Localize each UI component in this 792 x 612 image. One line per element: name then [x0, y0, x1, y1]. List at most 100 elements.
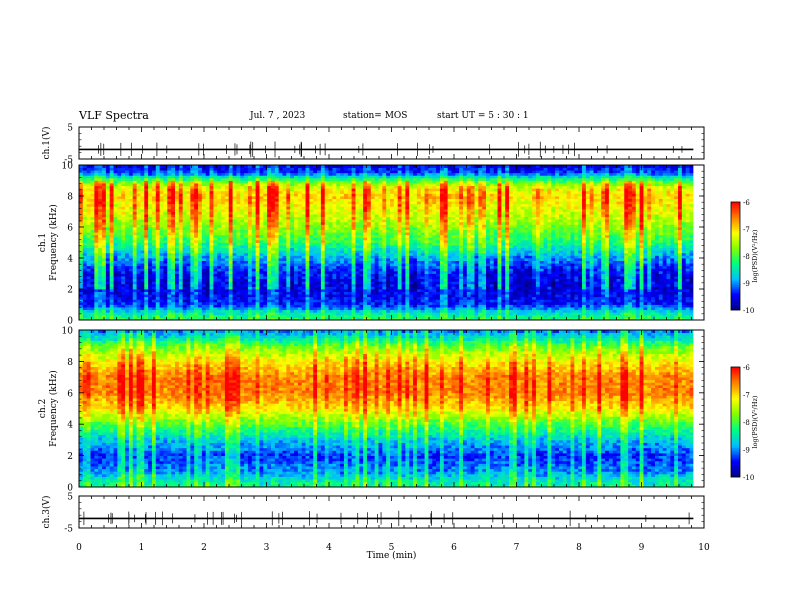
spectrogram-cell: [201, 289, 207, 292]
spectrogram-cell: [340, 198, 345, 202]
spectrogram-cell: [178, 170, 184, 174]
spectrogram-cell: [232, 216, 237, 220]
spectrogram-cell: [336, 294, 341, 298]
spectrogram-cell: [113, 208, 118, 212]
spectrogram-cell: [366, 188, 372, 192]
spectrogram-cell: [232, 206, 237, 210]
spectrogram-cell: [98, 224, 103, 228]
spectrogram-cell: [297, 263, 303, 267]
spectrogram-cell: [263, 190, 268, 194]
spectrogram-cell: [82, 206, 88, 210]
spectrogram-cell: [244, 198, 249, 202]
spectrogram-cell: [148, 309, 153, 313]
spectrogram-cell: [224, 201, 230, 205]
spectrogram-cell: [382, 314, 387, 318]
spectrogram-cell: [251, 273, 257, 277]
spectrogram-cell: [251, 242, 257, 246]
spectrogram-cell: [324, 198, 329, 202]
spectrogram-cell: [175, 216, 180, 220]
spectrogram-cell: [232, 273, 237, 277]
spectrogram-cell: [201, 196, 207, 199]
spectrogram-cell: [205, 216, 210, 220]
spectrogram-cell: [347, 180, 353, 184]
spectrogram-cell: [363, 214, 368, 218]
spectrogram-cell: [148, 239, 153, 243]
spectrogram-cell: [336, 211, 341, 215]
spectrogram-cell: [98, 221, 103, 225]
spectrogram-cell: [297, 252, 303, 256]
spectrogram-cell: [151, 239, 157, 243]
spectrogram-cell: [175, 309, 180, 313]
spectrogram-cell: [336, 286, 341, 290]
spectrogram-cell: [297, 273, 303, 277]
spectrogram-cell: [205, 317, 210, 321]
spectrogram-cell: [363, 165, 368, 168]
spectrogram-cell: [186, 252, 191, 256]
spectrogram-cell: [382, 247, 387, 251]
spectrogram-cell: [194, 294, 199, 298]
spectrogram-cell: [355, 301, 360, 305]
spectrogram-cell: [186, 229, 191, 233]
spectrogram-cell: [136, 307, 141, 311]
spectrogram-cell: [167, 260, 172, 264]
spectrogram-cell: [132, 172, 137, 176]
spectrogram-cell: [194, 301, 199, 305]
spectrogram-cell: [151, 224, 157, 228]
spectrogram-cell: [232, 167, 237, 171]
spectrogram-cell: [121, 291, 126, 295]
spectrogram-cell: [347, 224, 353, 228]
spectrogram-cell: [343, 185, 349, 189]
spectrogram-cell: [209, 250, 214, 254]
spectrogram-cell: [244, 258, 249, 261]
spectrogram-cell: [359, 309, 364, 313]
spectrogram-cell: [294, 268, 299, 272]
spectrogram-cell: [151, 289, 157, 292]
spectrogram-cell: [82, 258, 88, 261]
spectrogram-cell: [94, 247, 99, 251]
spectrogram-cell: [109, 208, 114, 212]
spectrogram-cell: [332, 185, 337, 189]
spectrogram-cell: [82, 268, 88, 272]
spectrogram-cell: [209, 196, 214, 199]
spectrogram-cell: [378, 227, 383, 230]
spectrogram-cell: [186, 224, 191, 228]
spectrogram-cell: [309, 219, 314, 223]
spectrogram-cell: [136, 260, 141, 264]
spectrogram-cell: [224, 198, 230, 202]
spectrogram-cell: [90, 175, 95, 179]
spectrogram-cell: [282, 183, 287, 187]
spectrogram-cell: [175, 239, 180, 243]
spectrogram-cell: [194, 270, 199, 274]
spectrogram-cell: [374, 247, 379, 251]
spectrogram-cell: [182, 170, 187, 174]
spectrogram-cell: [155, 252, 161, 256]
spectrogram-cell: [132, 252, 137, 256]
spectrogram-cell: [205, 177, 210, 181]
spectrogram-cell: [228, 260, 233, 264]
spectrogram-cell: [86, 177, 91, 181]
spectrogram-cell: [232, 309, 237, 313]
spectrogram-cell: [236, 180, 241, 184]
spectrogram-cell: [232, 239, 237, 243]
spectrogram-cell: [340, 242, 345, 246]
spectrogram-cell: [244, 314, 249, 318]
spectrogram-cell: [343, 312, 349, 316]
spectrogram-cell: [232, 214, 237, 218]
spectrogram-cell: [79, 304, 84, 308]
spectrogram-cell: [232, 201, 237, 205]
spectrogram-cell: [351, 188, 356, 192]
spectrogram-cell: [247, 234, 253, 238]
spectrogram-cell: [282, 291, 287, 295]
spectrogram-cell: [209, 180, 214, 184]
spectrogram-cell: [167, 234, 172, 238]
spectrogram-cell: [382, 198, 387, 202]
spectrogram-cell: [282, 289, 287, 292]
spectrogram-cell: [90, 258, 95, 261]
spectrogram-cell: [286, 224, 291, 228]
spectrogram-cell: [224, 281, 230, 285]
spectrogram-cell: [274, 273, 280, 277]
spectrogram-cell: [297, 214, 303, 218]
spectrogram-cell: [94, 229, 99, 233]
spectrogram-cell: [136, 263, 141, 267]
spectrogram-cell: [320, 299, 326, 303]
